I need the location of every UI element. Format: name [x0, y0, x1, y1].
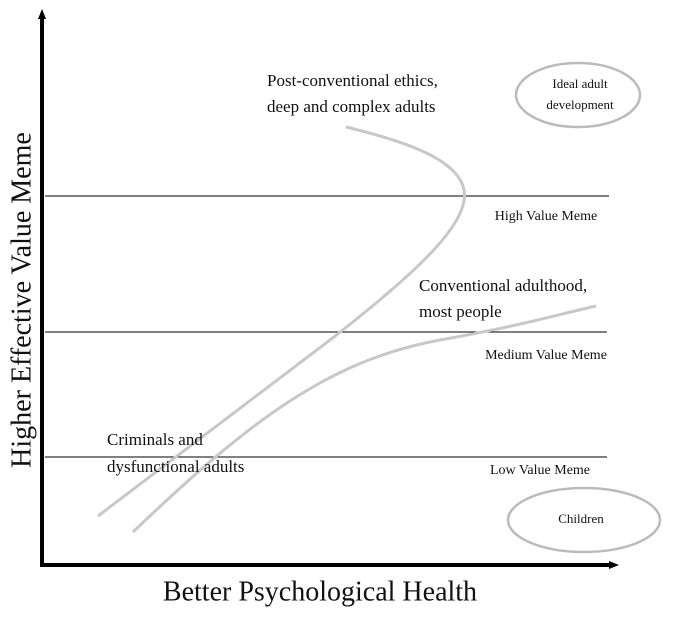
curve [97, 125, 466, 518]
annotation: Criminals and [107, 430, 203, 449]
annotation: deep and complex adults [267, 97, 436, 116]
annotation: Post-conventional ethics, [267, 71, 438, 90]
level-label: Low Value Meme [490, 463, 590, 478]
level-label: High Value Meme [495, 209, 597, 224]
oval-label: development [546, 97, 614, 112]
annotation: Conventional adulthood, [419, 276, 587, 295]
oval [506, 486, 662, 554]
level-label: Medium Value Meme [485, 348, 607, 363]
oval-label: Children [558, 511, 604, 526]
oval [514, 61, 642, 129]
oval-label: Ideal adult [552, 76, 608, 91]
x-axis-label: Better Psychological Health [163, 576, 477, 607]
annotation: dysfunctional adults [107, 457, 244, 476]
y-axis-label: Higher Effective Value Meme [6, 132, 37, 468]
curve [131, 304, 597, 534]
annotation: most people [419, 302, 502, 321]
